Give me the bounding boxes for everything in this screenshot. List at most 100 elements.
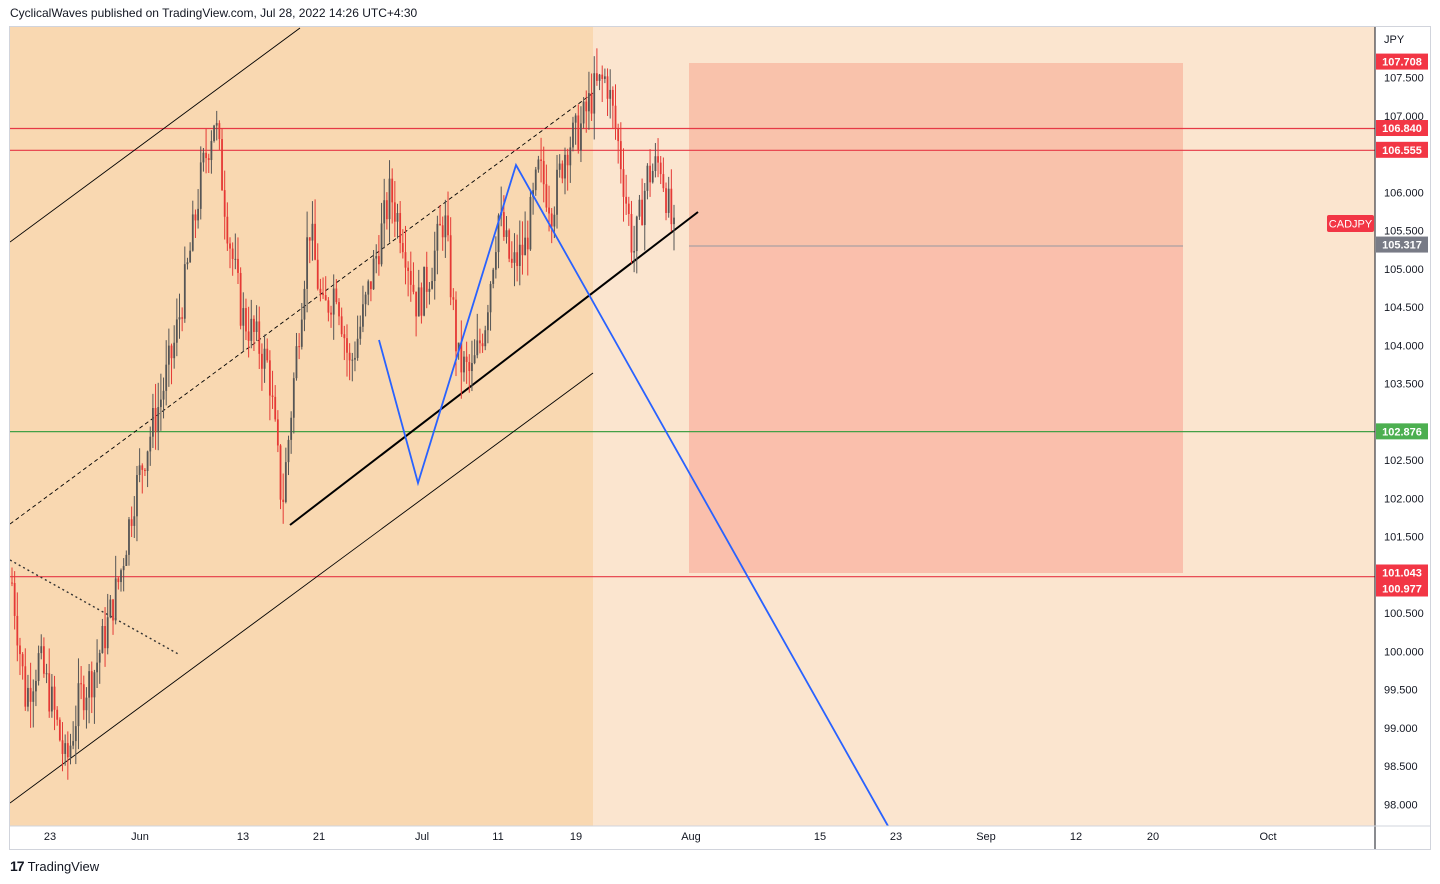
up-candle (537, 159, 540, 170)
up-candle (383, 200, 386, 224)
up-candle (556, 169, 558, 215)
up-candle (213, 125, 215, 142)
down-candle (181, 317, 184, 319)
up-candle (136, 475, 138, 517)
blue-pattern-line[interactable] (378, 162, 889, 827)
up-candle (93, 672, 96, 698)
channel-lower-line[interactable] (10, 372, 594, 804)
time-axis-ticks: 23 Jun 13 21 Jul 11 19 Aug 15 23 Sep 12 20 Oct (44, 831, 1277, 843)
price-tick-label: 98.000 (1384, 800, 1418, 812)
down-candle (58, 719, 61, 741)
up-candle (457, 342, 460, 352)
down-candle (377, 256, 380, 265)
up-candle (431, 281, 433, 289)
down-candle (207, 158, 210, 161)
up-candle (138, 465, 141, 476)
down-candle (226, 216, 229, 244)
up-candle (159, 399, 162, 408)
down-candle (316, 259, 319, 289)
up-candle (287, 439, 290, 463)
price-tick-label: 106.000 (1384, 187, 1424, 199)
down-candle (29, 687, 32, 702)
up-candle (364, 294, 367, 305)
down-candle (247, 331, 250, 341)
down-candle (452, 297, 455, 300)
down-candle (298, 346, 301, 348)
up-candle (88, 671, 91, 698)
down-candle (239, 272, 242, 326)
footer-brand[interactable]: 17 TradingView (10, 858, 99, 874)
down-candle (619, 141, 622, 170)
price-tick-label: 107.000 (1384, 111, 1424, 123)
down-candle (130, 519, 133, 526)
down-candle (455, 299, 457, 352)
down-candle (561, 163, 564, 179)
up-candle (255, 321, 258, 332)
up-candle (96, 662, 98, 673)
up-candle (513, 252, 516, 263)
up-candle (582, 101, 585, 124)
down-candle (348, 352, 351, 361)
up-candle (417, 287, 420, 317)
down-candle (566, 154, 569, 166)
channel-mid-line[interactable] (10, 92, 594, 525)
down-candle (659, 162, 662, 175)
down-candle (545, 184, 548, 208)
up-candle (423, 266, 425, 316)
price-tag-label: 100.977 (1382, 584, 1422, 596)
up-candle (484, 330, 487, 347)
price-axis-ticks: 98.000 98.500 99.000 99.500 100.000 100.500 10… (1384, 73, 1424, 812)
down-candle (13, 582, 16, 616)
up-candle (98, 653, 101, 663)
down-candle (266, 348, 269, 361)
down-candle (542, 160, 545, 185)
channel-upper-line[interactable] (10, 27, 301, 243)
up-candle (109, 599, 112, 618)
up-candle (375, 256, 378, 259)
up-candle (354, 357, 356, 360)
up-candle (505, 230, 508, 237)
channel-region (10, 27, 593, 826)
up-candle (574, 115, 577, 123)
price-chart[interactable]: JPY 98.000 98.500 99.000 99.500 100.000 100.5… (10, 27, 1431, 850)
down-candle (170, 345, 173, 359)
down-candle (24, 666, 27, 707)
price-tick-label: 107.500 (1384, 73, 1424, 85)
price-tick-label: 105.500 (1384, 226, 1424, 238)
up-candle (494, 252, 497, 270)
up-candle (128, 519, 130, 555)
up-candle (295, 346, 298, 379)
up-candle (388, 178, 391, 220)
down-candle (412, 284, 415, 292)
up-candle (476, 340, 479, 356)
time-tick-label: 21 (313, 831, 325, 843)
down-candle (308, 237, 311, 241)
price-tick-label: 99.000 (1384, 723, 1418, 735)
symbol-tag: CADJPY (1329, 219, 1373, 231)
up-candle (85, 697, 88, 711)
down-candle (141, 465, 144, 470)
down-candle (657, 156, 659, 163)
up-candle (569, 147, 572, 166)
up-candle (396, 213, 399, 222)
up-candle (638, 199, 641, 217)
up-candle (183, 264, 186, 319)
price-tick-label: 103.500 (1384, 379, 1424, 391)
down-candle (11, 582, 13, 584)
price-tick-label: 99.500 (1384, 685, 1418, 697)
chart-area[interactable]: JPY 98.000 98.500 99.000 99.500 100.000 100.5… (9, 26, 1431, 850)
down-candle (670, 188, 673, 225)
up-candle (35, 680, 37, 692)
price-tick-label: 104.000 (1384, 340, 1424, 352)
up-candle (27, 687, 29, 707)
time-tick-label: 23 (890, 831, 902, 843)
up-candle (372, 258, 375, 290)
time-tick-label: Oct (1259, 831, 1276, 843)
up-candle (122, 565, 125, 571)
price-tag-label: 105.317 (1382, 240, 1422, 252)
support-trend-line[interactable] (289, 211, 699, 526)
down-candle (61, 740, 64, 754)
down-candle (258, 321, 261, 354)
down-candle (548, 207, 550, 214)
up-candle (157, 407, 160, 433)
